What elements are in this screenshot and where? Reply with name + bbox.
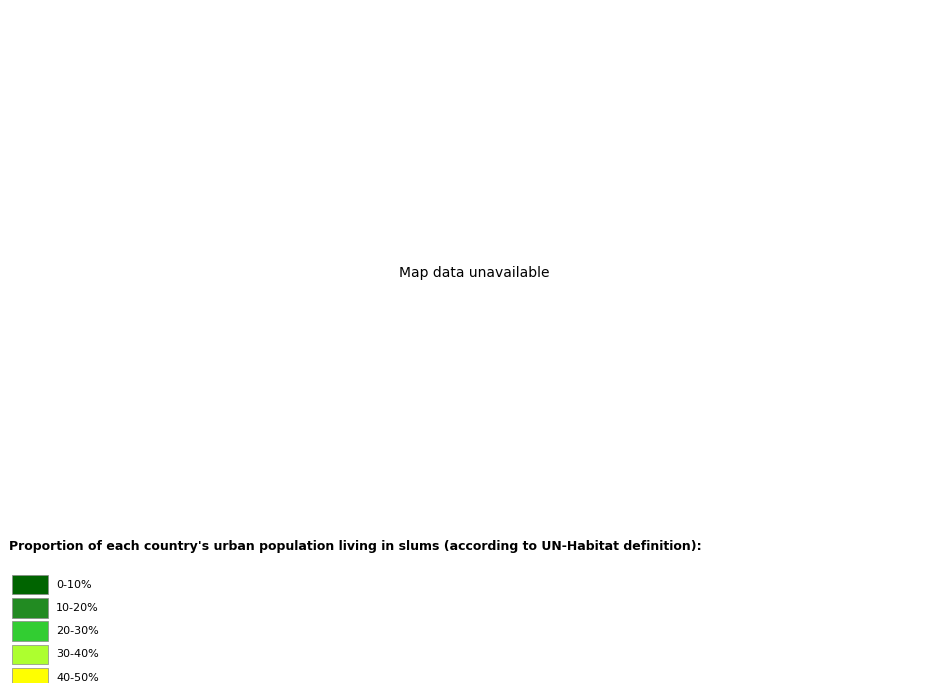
Bar bbox=[12, 645, 48, 664]
Text: 0-10%: 0-10% bbox=[56, 580, 92, 589]
Bar bbox=[12, 668, 48, 683]
Bar bbox=[12, 622, 48, 641]
Bar bbox=[12, 575, 48, 594]
Text: 40-50%: 40-50% bbox=[56, 673, 99, 683]
Text: 20-30%: 20-30% bbox=[56, 626, 99, 636]
Text: 30-40%: 30-40% bbox=[56, 650, 99, 660]
Bar bbox=[12, 598, 48, 617]
Text: 10-20%: 10-20% bbox=[56, 603, 99, 613]
Text: Map data unavailable: Map data unavailable bbox=[400, 266, 549, 280]
Text: Proportion of each country's urban population living in slums (according to UN-H: Proportion of each country's urban popul… bbox=[9, 540, 702, 553]
